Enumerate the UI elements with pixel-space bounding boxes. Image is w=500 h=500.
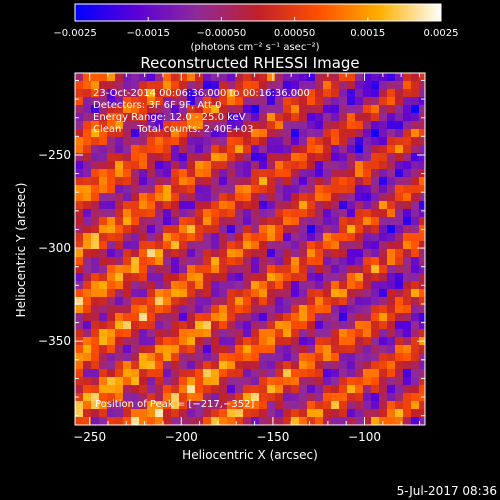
x-tick-label: −200 xyxy=(165,430,198,444)
info-text: 23-Oct-2014 00:06:36.000 to 00:16:36.000… xyxy=(93,88,310,135)
colorbar-tick-label: −0.00050 xyxy=(197,28,247,39)
colorbar-tick-label: −0.0015 xyxy=(127,28,170,39)
y-tick-label: −300 xyxy=(38,241,71,255)
colorbar-unit-label: (photons cm⁻² s⁻¹ asec⁻²) xyxy=(190,42,319,53)
colorbar-tick-label: −0.0025 xyxy=(53,28,96,39)
plot-frame xyxy=(74,72,426,426)
x-tick-label: −100 xyxy=(348,430,381,444)
y-axis-label: Heliocentric Y (arcsec) xyxy=(14,183,28,318)
colorbar-ticks: −0.0025 −0.0015 −0.00050 0.00050 0.0015 0.002… xyxy=(53,17,459,39)
heatmap-image xyxy=(75,73,425,425)
colorbar-tick-label: 0.0025 xyxy=(424,28,459,39)
footer-date: 5-Jul-2017 08:36 xyxy=(397,484,497,498)
chart-title: Reconstructed RHESSI Image xyxy=(140,54,359,72)
info-energy-range: Energy Range: 12.0 - 25.0 keV xyxy=(93,112,246,123)
colorbar-tick-label: 0.0015 xyxy=(350,28,385,39)
y-tick-label: −350 xyxy=(38,334,71,348)
x-tick-label: −150 xyxy=(256,430,289,444)
info-time-range: 23-Oct-2014 00:06:36.000 to 00:16:36.000 xyxy=(93,88,310,99)
x-tick-label: −250 xyxy=(73,430,106,444)
peak-position-label: Position of Peak = [−217,−352] xyxy=(95,399,254,410)
y-tick-label: −250 xyxy=(38,148,71,162)
info-detectors: Detectors: 3F 6F 9F, Att 0 xyxy=(93,100,221,111)
colorbar xyxy=(74,3,442,22)
colorbar-tick-label: 0.00050 xyxy=(274,28,315,39)
info-counts: Clean Total counts: 2.40E+03 xyxy=(93,124,253,135)
x-axis-label: Heliocentric X (arcsec) xyxy=(182,448,318,462)
axis-ticks: −250 −200 −150 −100 −250 −300 −350 xyxy=(38,73,425,444)
